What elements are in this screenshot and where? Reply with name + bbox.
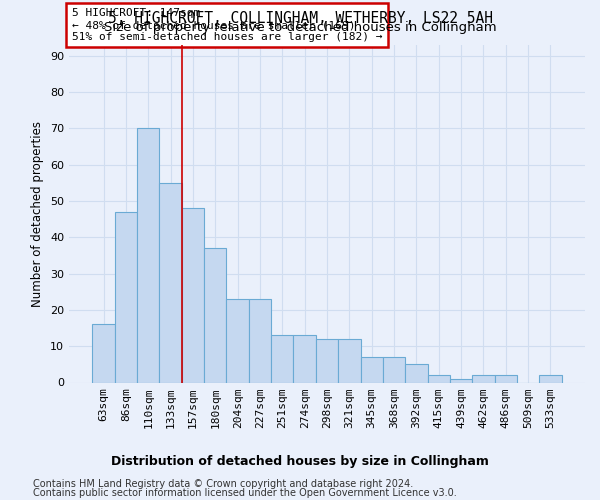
Y-axis label: Number of detached properties: Number of detached properties	[31, 120, 44, 306]
Bar	[316, 339, 338, 382]
Bar	[160, 183, 182, 382]
Bar	[271, 336, 293, 382]
Bar	[92, 324, 115, 382]
Bar	[428, 375, 450, 382]
Bar	[361, 357, 383, 382]
Bar	[539, 375, 562, 382]
Text: 5 HIGHCROFT: 147sqm
← 48% of detached houses are smaller (169)
51% of semi-detac: 5 HIGHCROFT: 147sqm ← 48% of detached ho…	[71, 8, 382, 42]
Bar	[182, 208, 204, 382]
Text: Contains public sector information licensed under the Open Government Licence v3: Contains public sector information licen…	[33, 488, 457, 498]
Bar	[204, 248, 226, 382]
Bar	[338, 339, 361, 382]
Bar	[472, 375, 494, 382]
Bar	[405, 364, 428, 382]
Text: 5, HIGHCROFT, COLLINGHAM, WETHERBY, LS22 5AH: 5, HIGHCROFT, COLLINGHAM, WETHERBY, LS22…	[107, 11, 493, 26]
Text: Distribution of detached houses by size in Collingham: Distribution of detached houses by size …	[111, 455, 489, 468]
Bar	[293, 336, 316, 382]
Bar	[450, 379, 472, 382]
Bar	[115, 212, 137, 382]
Bar	[494, 375, 517, 382]
Bar	[226, 299, 249, 382]
Bar	[383, 357, 405, 382]
Text: Size of property relative to detached houses in Collingham: Size of property relative to detached ho…	[104, 22, 496, 35]
Text: Contains HM Land Registry data © Crown copyright and database right 2024.: Contains HM Land Registry data © Crown c…	[33, 479, 413, 489]
Bar	[137, 128, 160, 382]
Bar	[249, 299, 271, 382]
